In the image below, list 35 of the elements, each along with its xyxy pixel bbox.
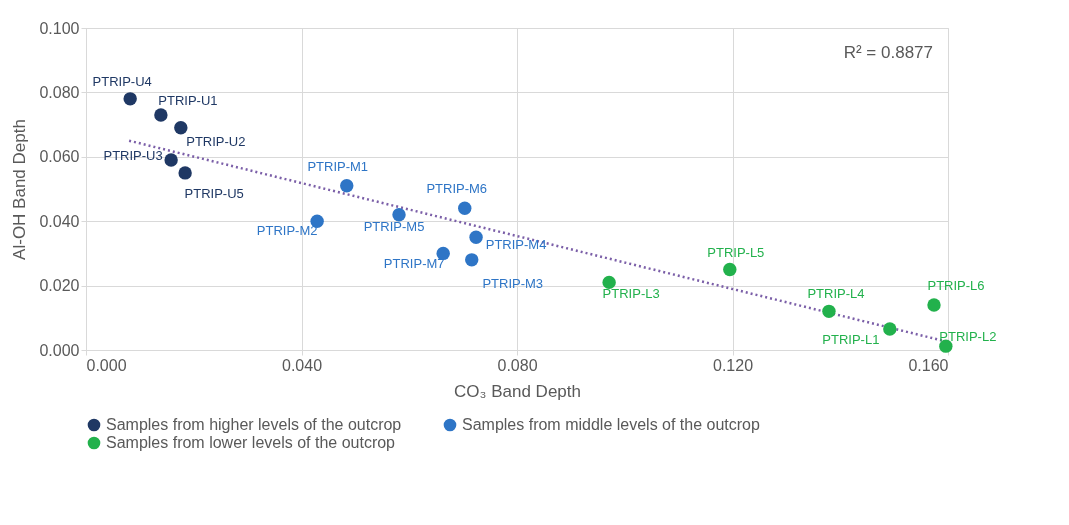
annotation: R² = 0.8877 [843, 43, 933, 62]
legend-label: Samples from lower levels of the outcrop [106, 434, 396, 451]
data-label: PTRIP-M1 [307, 158, 369, 174]
data-label: PTRIP-M5 [363, 218, 425, 234]
x-axis-title: CO₃ Band Depth [454, 381, 581, 401]
y-axis-title: Al-OH Band Depth [10, 119, 30, 260]
data-label: PTRIP-U5 [184, 185, 244, 201]
x-tick-label: 0.160 [908, 356, 949, 374]
data-label: PTRIP-L1 [822, 332, 880, 348]
y-tick-label: 0.020 [39, 277, 80, 295]
y-tick-label: 0.040 [39, 212, 80, 230]
y-tick-label: 0.080 [39, 83, 80, 101]
data-label: PTRIP-M6 [426, 181, 488, 197]
data-label: PTRIP-U4 [92, 73, 152, 89]
y-tick-label: 0.060 [39, 148, 80, 166]
data-label: PTRIP-M4 [485, 237, 547, 253]
data-label: PTRIP-L6 [927, 277, 985, 293]
x-tick-label: 0.080 [497, 356, 538, 374]
data-label: PTRIP-M2 [256, 223, 318, 239]
data-label: PTRIP-L3 [602, 286, 660, 302]
data-label: PTRIP-L4 [807, 286, 865, 302]
y-tick-label: 0.100 [39, 19, 80, 37]
y-tick-label: 0.000 [39, 341, 80, 359]
data-label: PTRIP-U2 [186, 133, 246, 149]
data-label: PTRIP-L2 [939, 329, 997, 345]
legend-label: Samples from middle levels of the outcrop [462, 416, 761, 433]
x-tick-label: 0.040 [281, 356, 323, 374]
data-label: PTRIP-U1 [158, 92, 218, 108]
data-label: PTRIP-L5 [707, 244, 765, 260]
data-label: PTRIP-M3 [482, 275, 544, 291]
data-label: PTRIP-M7 [383, 256, 445, 272]
x-tick-label: 0.120 [712, 356, 754, 374]
data-label: PTRIP-U3 [103, 148, 163, 164]
legend-label: Samples from higher levels of the outcrop [106, 416, 402, 433]
x-tick-label: 0.000 [86, 356, 127, 374]
